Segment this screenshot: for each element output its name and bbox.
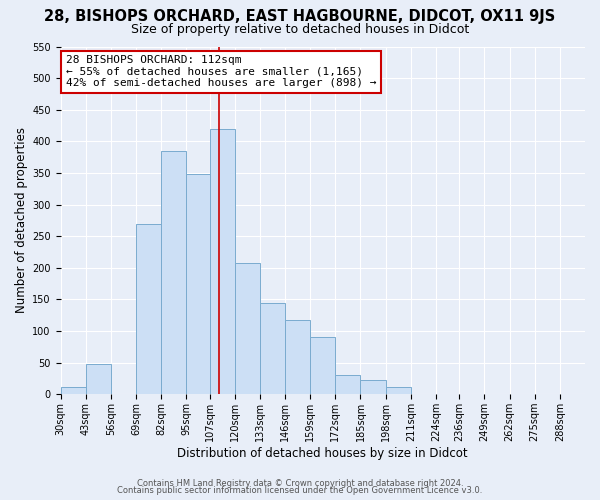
Bar [187,174,209,394]
Text: Contains public sector information licensed under the Open Government Licence v3: Contains public sector information licen… [118,486,482,495]
Bar [136,224,161,394]
Bar [209,128,235,394]
X-axis label: Distribution of detached houses by size in Didcot: Distribution of detached houses by size … [178,447,468,460]
Bar [235,263,260,394]
Bar [285,320,310,394]
Text: Size of property relative to detached houses in Didcot: Size of property relative to detached ho… [131,22,469,36]
Text: Contains HM Land Registry data © Crown copyright and database right 2024.: Contains HM Land Registry data © Crown c… [137,478,463,488]
Bar [86,364,111,394]
Bar [161,151,187,394]
Text: 28, BISHOPS ORCHARD, EAST HAGBOURNE, DIDCOT, OX11 9JS: 28, BISHOPS ORCHARD, EAST HAGBOURNE, DID… [44,9,556,24]
Bar [386,386,411,394]
Bar [61,386,86,394]
Bar [361,380,386,394]
Y-axis label: Number of detached properties: Number of detached properties [15,128,28,314]
Bar [260,302,285,394]
Text: 28 BISHOPS ORCHARD: 112sqm
← 55% of detached houses are smaller (1,165)
42% of s: 28 BISHOPS ORCHARD: 112sqm ← 55% of deta… [66,55,376,88]
Bar [310,338,335,394]
Bar [335,374,361,394]
